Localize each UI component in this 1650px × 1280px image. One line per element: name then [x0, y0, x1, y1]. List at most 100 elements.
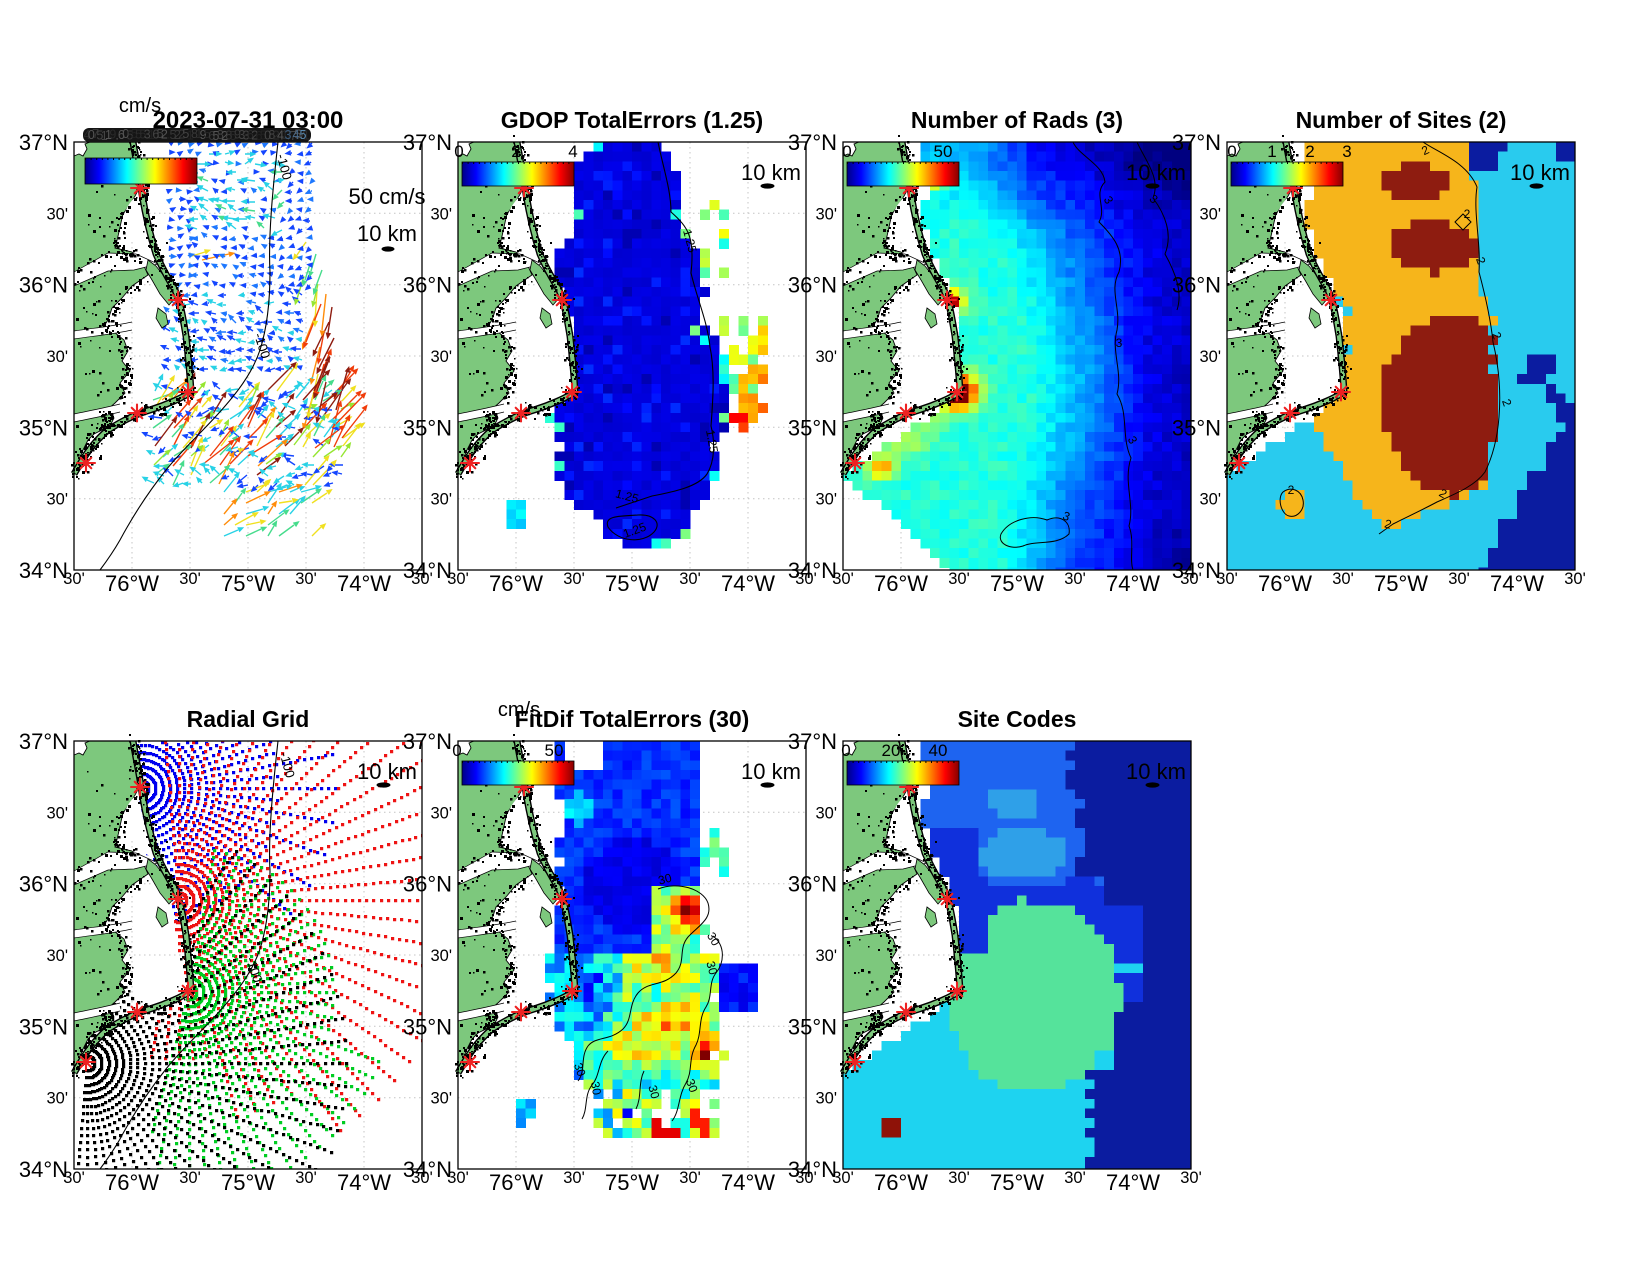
svg-text:5: 5	[182, 127, 189, 141]
svg-text:9: 9	[234, 127, 241, 141]
svg-text:50 cm/s: 50 cm/s	[348, 184, 425, 209]
svg-text:cm/s: cm/s	[498, 699, 540, 721]
svg-text:1.25: 1.25	[614, 486, 640, 506]
svg-text:30': 30'	[430, 491, 452, 509]
svg-text:50: 50	[545, 741, 564, 760]
svg-text:2: 2	[273, 128, 280, 142]
svg-text:36°N: 36°N	[19, 273, 68, 298]
svg-text:76°W: 76°W	[105, 1170, 159, 1195]
svg-text:74°W: 74°W	[1106, 1170, 1160, 1195]
svg-text:2: 2	[221, 129, 228, 143]
svg-text:10 km: 10 km	[1510, 160, 1570, 185]
svg-text:2: 2	[1464, 207, 1471, 221]
svg-text:5: 5	[204, 127, 211, 141]
svg-text:34°N: 34°N	[19, 558, 68, 583]
svg-text:5: 5	[131, 127, 138, 141]
svg-text:35°N: 35°N	[403, 1014, 452, 1039]
svg-text:36°N: 36°N	[403, 273, 452, 298]
svg-text:30': 30'	[46, 491, 68, 509]
svg-text:2: 2	[511, 142, 520, 161]
svg-text:50: 50	[934, 142, 953, 161]
svg-text:1: 1	[148, 128, 155, 142]
svg-text:6: 6	[118, 128, 125, 142]
svg-text:1: 1	[187, 128, 194, 142]
svg-text:Site Codes: Site Codes	[958, 706, 1077, 732]
svg-text:6: 6	[247, 128, 254, 142]
svg-text:76°W: 76°W	[105, 571, 159, 596]
svg-text:30': 30'	[1216, 570, 1238, 588]
svg-text:74°W: 74°W	[1490, 571, 1544, 596]
svg-text:1: 1	[101, 129, 108, 143]
svg-text:76°W: 76°W	[874, 571, 928, 596]
svg-text:8: 8	[217, 128, 224, 142]
svg-text:0: 0	[1227, 142, 1236, 161]
svg-text:2: 2	[1489, 330, 1505, 341]
svg-text:8: 8	[268, 128, 275, 142]
svg-text:74°W: 74°W	[337, 1170, 391, 1195]
svg-text:30': 30'	[832, 1169, 854, 1187]
svg-text:76°W: 76°W	[1258, 571, 1312, 596]
svg-text:35°N: 35°N	[788, 415, 837, 440]
svg-text:37°N: 37°N	[788, 729, 837, 754]
svg-text:5: 5	[127, 129, 134, 143]
svg-text:75°W: 75°W	[605, 571, 659, 596]
svg-text:30': 30'	[447, 570, 469, 588]
svg-text:30': 30'	[179, 570, 201, 588]
svg-text:1.25: 1.25	[703, 429, 721, 455]
svg-text:5: 5	[135, 127, 142, 141]
svg-text:30': 30'	[430, 804, 452, 822]
svg-text:76°W: 76°W	[489, 1170, 543, 1195]
svg-text:10 km: 10 km	[357, 759, 417, 784]
svg-text:3: 3	[1061, 509, 1072, 525]
svg-text:1.25: 1.25	[680, 228, 700, 254]
svg-text:2: 2	[1473, 255, 1489, 266]
svg-text:36°N: 36°N	[1172, 273, 1221, 298]
svg-text:30': 30'	[295, 570, 317, 588]
svg-text:9: 9	[109, 128, 116, 142]
svg-text:9: 9	[200, 128, 207, 142]
svg-text:5: 5	[213, 129, 220, 143]
svg-text:30': 30'	[795, 1169, 817, 1187]
svg-text:7: 7	[290, 129, 297, 143]
svg-text:30: 30	[645, 1084, 662, 1101]
svg-text:30: 30	[683, 1077, 701, 1095]
svg-text:34°N: 34°N	[788, 558, 837, 583]
svg-text:30': 30'	[46, 947, 68, 965]
svg-text:75°W: 75°W	[221, 571, 275, 596]
svg-text:10 km: 10 km	[357, 221, 417, 246]
svg-text:34°N: 34°N	[788, 1157, 837, 1182]
svg-text:1: 1	[281, 128, 288, 142]
svg-text:2: 2	[1499, 397, 1515, 408]
svg-text:0: 0	[842, 142, 851, 161]
svg-text:30': 30'	[430, 1090, 452, 1108]
svg-text:35°N: 35°N	[788, 1014, 837, 1039]
svg-text:30': 30'	[815, 1090, 837, 1108]
svg-text:5: 5	[170, 128, 177, 142]
svg-text:10 km: 10 km	[741, 759, 801, 784]
svg-text:5: 5	[260, 128, 267, 142]
svg-text:3: 3	[243, 129, 250, 143]
svg-text:34°N: 34°N	[19, 1157, 68, 1182]
svg-text:GDOP TotalErrors (1.25): GDOP TotalErrors (1.25)	[501, 107, 763, 133]
svg-text:30': 30'	[1180, 570, 1202, 588]
svg-text:30': 30'	[1180, 1169, 1202, 1187]
svg-text:30': 30'	[1064, 570, 1086, 588]
svg-text:7: 7	[299, 128, 306, 142]
svg-text:30': 30'	[1199, 348, 1221, 366]
svg-text:7: 7	[92, 127, 99, 141]
svg-text:4: 4	[277, 129, 284, 143]
svg-text:30: 30	[588, 1081, 604, 1097]
svg-text:-100: -100	[274, 152, 295, 181]
svg-text:37°N: 37°N	[1172, 130, 1221, 155]
svg-text:30': 30'	[815, 348, 837, 366]
svg-text:76°W: 76°W	[489, 571, 543, 596]
svg-text:5: 5	[294, 128, 301, 142]
svg-text:-100: -100	[277, 750, 298, 779]
svg-text:37°N: 37°N	[403, 130, 452, 155]
svg-text:10 km: 10 km	[1126, 160, 1186, 185]
svg-text:30': 30'	[679, 570, 701, 588]
svg-text:36°N: 36°N	[788, 872, 837, 897]
svg-text:35°N: 35°N	[19, 1014, 68, 1039]
svg-text:30': 30'	[948, 1169, 970, 1187]
svg-text:5: 5	[157, 127, 164, 141]
